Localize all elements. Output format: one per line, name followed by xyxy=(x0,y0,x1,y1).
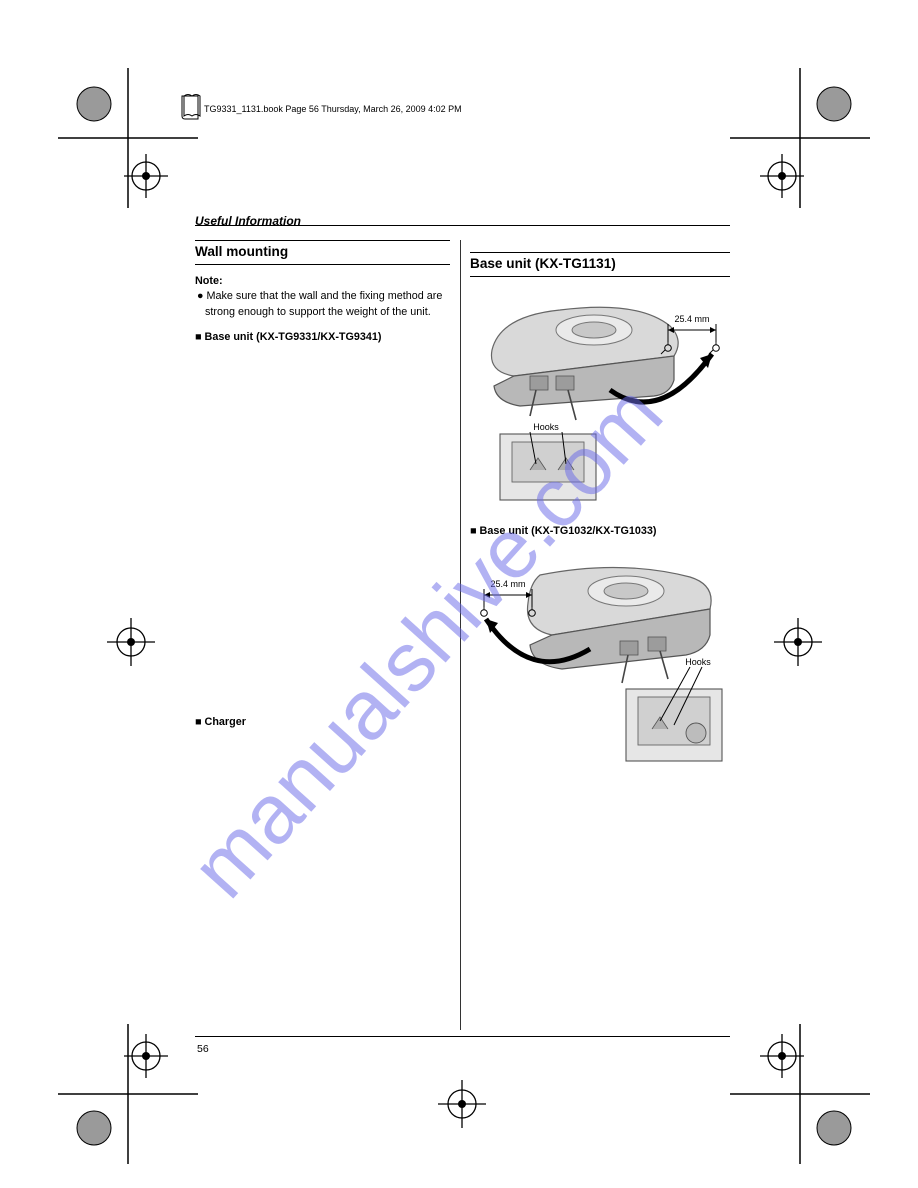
header-rule xyxy=(195,225,730,237)
section-title-left: Wall mounting xyxy=(195,244,450,262)
subsection-charger-label: ■ Charger xyxy=(195,715,450,730)
subsection-base-label-2: ■ Base unit (KX-TG1032/KX-TG1033) xyxy=(470,524,730,539)
section-title-right: Base unit (KX-TG1131) xyxy=(470,256,730,274)
figure-base-unit-1131: 25.4 mm xyxy=(470,286,730,506)
svg-text:25.4 mm: 25.4 mm xyxy=(490,579,525,589)
file-header-line: TG9331_1131.book Page 56 Thursday, March… xyxy=(204,104,462,114)
note-body: Make sure that the wall and the fixing m… xyxy=(205,290,442,317)
content-body: Wall mounting Note: ● Make sure that the… xyxy=(195,240,730,1030)
figure-base-unit-1032: 25.4 mm Hooks xyxy=(470,549,730,769)
hooks-detail-2: Hooks xyxy=(626,657,722,761)
crop-mark-bottom-left xyxy=(58,1024,198,1164)
crop-mark-top-left xyxy=(58,68,198,208)
section-header-right: Base unit (KX-TG1131) xyxy=(470,252,730,279)
section-header-left: Wall mounting xyxy=(195,240,450,267)
crop-mark-bottom-right xyxy=(730,1024,870,1164)
column-right: Base unit (KX-TG1131) xyxy=(470,240,730,787)
svg-text:Hooks: Hooks xyxy=(685,657,711,667)
crop-mark-mid-bottom xyxy=(438,1080,486,1128)
dim-label-1: 25.4 mm xyxy=(674,314,709,324)
subsection-base-label: ■ Base unit (KX-TG9331/KX-TG9341) xyxy=(195,330,450,345)
manual-page: Useful Information Wall mounting Note: ●… xyxy=(0,0,918,1188)
crop-mark-mid-left xyxy=(107,618,155,666)
crop-mark-mid-right xyxy=(774,618,822,666)
note-heading: Note: xyxy=(195,275,223,287)
page-number: 56 xyxy=(195,1037,730,1055)
hooks-detail: Hooks xyxy=(500,422,596,500)
book-icon xyxy=(178,92,204,122)
phone-base-illustration-2 xyxy=(528,568,712,684)
crop-mark-top-right xyxy=(730,68,870,208)
column-left: Wall mounting Note: ● Make sure that the… xyxy=(195,240,450,741)
svg-text:Hooks: Hooks xyxy=(533,422,559,432)
page-footer: 56 xyxy=(195,1036,730,1055)
note-block: Note: ● Make sure that the wall and the … xyxy=(195,274,450,320)
